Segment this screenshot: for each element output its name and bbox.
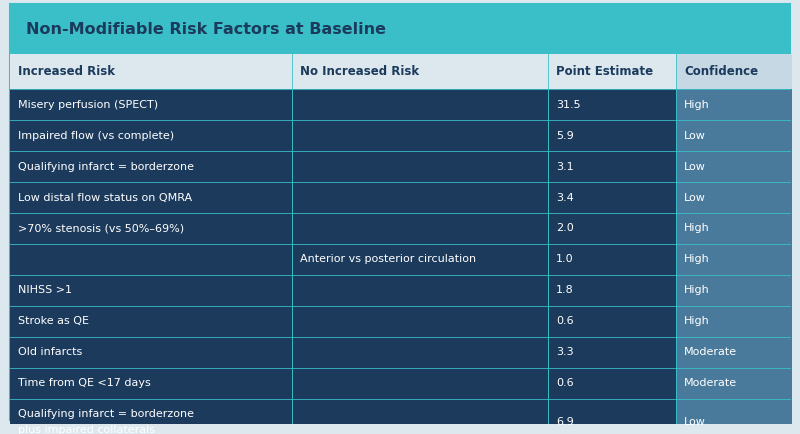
Text: High: High [684, 99, 710, 110]
Text: Increased Risk: Increased Risk [18, 65, 114, 78]
Bar [10, 306, 790, 337]
Text: Moderate: Moderate [684, 347, 737, 357]
Text: NIHSS >1: NIHSS >1 [18, 286, 72, 296]
Text: Confidence: Confidence [684, 65, 758, 78]
Text: 31.5: 31.5 [556, 99, 581, 110]
Text: 3.4: 3.4 [556, 193, 574, 203]
Text: 0.6: 0.6 [556, 378, 574, 388]
Bar [676, 337, 792, 368]
Text: 6.9: 6.9 [556, 417, 574, 427]
Text: Misery perfusion (SPECT): Misery perfusion (SPECT) [18, 99, 158, 110]
Bar [676, 399, 792, 434]
Bar [10, 337, 790, 368]
Text: plus impaired collaterals: plus impaired collaterals [18, 425, 154, 434]
Text: Old infarcts: Old infarcts [18, 347, 82, 357]
Text: Anterior vs posterior circulation: Anterior vs posterior circulation [300, 254, 476, 264]
Bar [10, 213, 790, 244]
Text: Moderate: Moderate [684, 378, 737, 388]
Bar [10, 54, 790, 89]
Bar [10, 275, 790, 306]
Text: Low: Low [684, 417, 706, 427]
Bar [10, 399, 790, 434]
Text: 5.9: 5.9 [556, 131, 574, 141]
Bar [10, 120, 790, 151]
Text: Qualifying infarct = borderzone: Qualifying infarct = borderzone [18, 409, 194, 419]
Text: Low distal flow status on QMRA: Low distal flow status on QMRA [18, 193, 192, 203]
Text: 1.0: 1.0 [556, 254, 574, 264]
Bar [676, 182, 792, 213]
Bar [10, 182, 790, 213]
Bar [10, 368, 790, 399]
Text: Stroke as QE: Stroke as QE [18, 316, 89, 326]
Bar [10, 4, 790, 54]
Text: High: High [684, 224, 710, 233]
Bar [676, 54, 792, 89]
Text: >70% stenosis (vs 50%–69%): >70% stenosis (vs 50%–69%) [18, 224, 184, 233]
Bar [10, 151, 790, 182]
Text: 1.8: 1.8 [556, 286, 574, 296]
Text: 3.1: 3.1 [556, 161, 574, 171]
Text: High: High [684, 286, 710, 296]
Bar [676, 213, 792, 244]
Bar [676, 306, 792, 337]
Bar [676, 275, 792, 306]
Text: High: High [684, 316, 710, 326]
Bar [10, 244, 790, 275]
Bar [676, 120, 792, 151]
Text: Point Estimate: Point Estimate [556, 65, 653, 78]
Text: Time from QE <17 days: Time from QE <17 days [18, 378, 150, 388]
Text: 2.0: 2.0 [556, 224, 574, 233]
Text: 0.6: 0.6 [556, 316, 574, 326]
Text: 3.3: 3.3 [556, 347, 574, 357]
Text: No Increased Risk: No Increased Risk [300, 65, 419, 78]
Text: Impaired flow (vs complete): Impaired flow (vs complete) [18, 131, 174, 141]
Bar [676, 368, 792, 399]
Bar [10, 89, 790, 120]
Text: Low: Low [684, 193, 706, 203]
Text: Non-Modifiable Risk Factors at Baseline: Non-Modifiable Risk Factors at Baseline [26, 22, 386, 37]
Bar [676, 89, 792, 120]
Text: High: High [684, 254, 710, 264]
Text: Low: Low [684, 131, 706, 141]
Bar [676, 244, 792, 275]
Text: Qualifying infarct = borderzone: Qualifying infarct = borderzone [18, 161, 194, 171]
Bar [676, 151, 792, 182]
Text: Low: Low [684, 161, 706, 171]
